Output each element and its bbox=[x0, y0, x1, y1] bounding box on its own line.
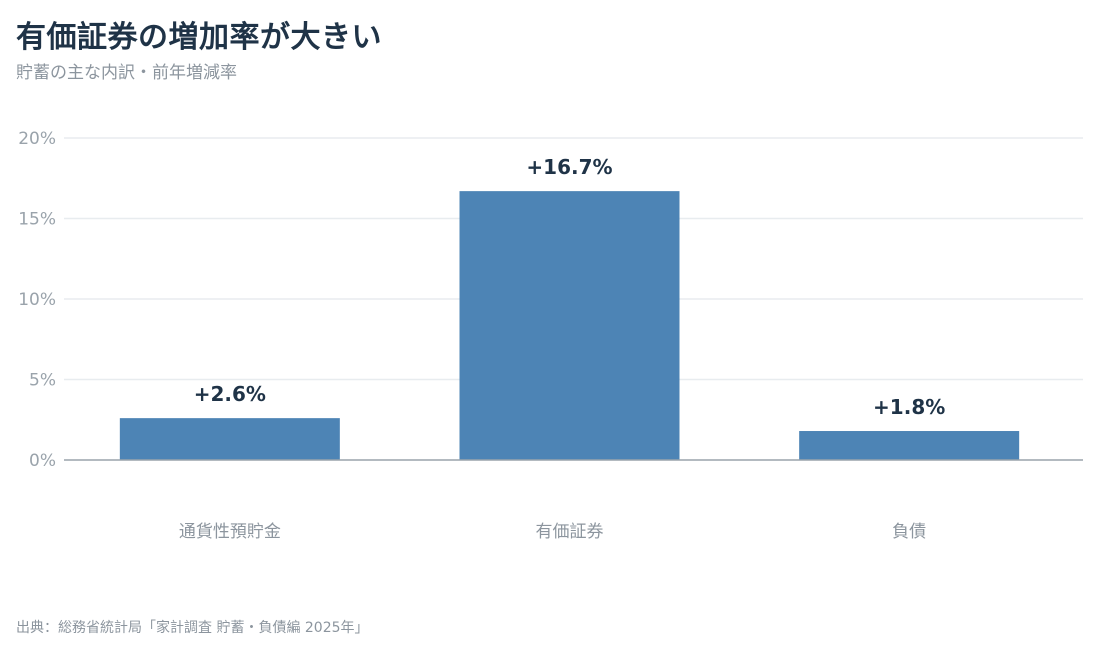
data-label: +2.6% bbox=[194, 382, 266, 406]
data-label: +16.7% bbox=[526, 155, 612, 179]
y-axis-ticks: 0% 5% 10% 15% 20% bbox=[18, 129, 56, 471]
bar-chart: 0% 5% 10% 15% 20% +2.6% +16.7% +1.8% 通貨性預貯金 有価証… bbox=[18, 129, 1083, 542]
source-note: 出典：総務省統計局「家計調査 貯蓄・負債編 2025年」 bbox=[16, 620, 369, 636]
chart-subtitle: 貯蓄の主な内訳・前年増減率 bbox=[16, 63, 237, 83]
category-label: 通貨性預貯金 bbox=[179, 522, 281, 542]
y-tick-label: 20% bbox=[18, 129, 56, 149]
category-label: 負債 bbox=[892, 522, 926, 542]
bar bbox=[119, 418, 340, 460]
category-label: 有価証券 bbox=[536, 522, 604, 542]
data-labels: +2.6% +16.7% +1.8% bbox=[194, 155, 946, 419]
bar bbox=[799, 431, 1020, 460]
bar bbox=[459, 191, 680, 460]
y-tick-label: 15% bbox=[18, 210, 56, 230]
x-axis-categories: 通貨性預貯金 有価証券 負債 bbox=[179, 522, 926, 542]
bars bbox=[119, 191, 1020, 460]
chart-title: 有価証券の増加率が大きい bbox=[16, 20, 382, 55]
y-tick-label: 0% bbox=[29, 451, 56, 471]
y-tick-label: 10% bbox=[18, 290, 56, 310]
data-label: +1.8% bbox=[873, 395, 945, 419]
y-tick-label: 5% bbox=[29, 371, 56, 391]
